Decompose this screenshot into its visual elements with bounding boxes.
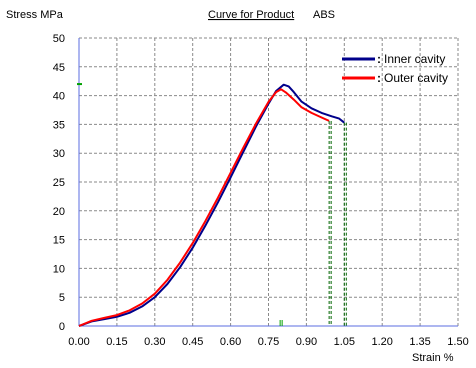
chart-product: ABS bbox=[313, 9, 335, 21]
legend-colon: : bbox=[377, 52, 381, 66]
legend: : Inner cavity: Outer cavity bbox=[342, 52, 448, 85]
x-tick-label: 1.35 bbox=[409, 336, 430, 348]
y-tick-label: 45 bbox=[53, 62, 65, 74]
legend-colon: : bbox=[377, 71, 381, 85]
y-tick-label: 10 bbox=[53, 263, 65, 275]
x-tick-label: 0.90 bbox=[296, 336, 317, 348]
chart-title: Curve for Product bbox=[208, 9, 294, 21]
y-tick-label: 35 bbox=[53, 119, 65, 131]
axes bbox=[78, 38, 458, 327]
y-tick-label: 25 bbox=[53, 177, 65, 189]
y-tick-label: 20 bbox=[53, 206, 65, 218]
x-tick-label: 1.20 bbox=[371, 336, 392, 348]
y-tick-label: 50 bbox=[53, 33, 65, 45]
x-tick-label: 0.60 bbox=[220, 336, 241, 348]
legend-label: Outer cavity bbox=[384, 71, 448, 85]
x-tick-label: 0.00 bbox=[68, 336, 89, 348]
x-tick-label: 1.05 bbox=[334, 336, 355, 348]
x-tick-label: 0.30 bbox=[144, 336, 165, 348]
tick-labels: 0.00 0.15 0.30 0.45 0.60 0.75 0.90 1.05 1.20 1.35… bbox=[53, 33, 469, 348]
x-tick-label: 0.75 bbox=[258, 336, 279, 348]
series-line-inner bbox=[78, 83, 345, 327]
y-tick-label: 15 bbox=[53, 235, 65, 247]
x-axis-label: Strain % bbox=[412, 352, 454, 364]
series-line-outer bbox=[78, 88, 330, 327]
y-tick-label: 40 bbox=[53, 91, 65, 103]
axis-markers bbox=[77, 83, 283, 326]
y-tick-label: 0 bbox=[59, 321, 65, 333]
y-axis-label: Stress MPa bbox=[6, 9, 64, 21]
y-tick-label: 30 bbox=[53, 148, 65, 160]
x-tick-label: 0.45 bbox=[182, 336, 203, 348]
series-lines bbox=[78, 83, 347, 327]
x-tick-label: 1.50 bbox=[447, 336, 468, 348]
x-tick-label: 0.15 bbox=[106, 336, 127, 348]
legend-label: Inner cavity bbox=[384, 52, 445, 66]
y-tick-label: 5 bbox=[59, 292, 65, 304]
